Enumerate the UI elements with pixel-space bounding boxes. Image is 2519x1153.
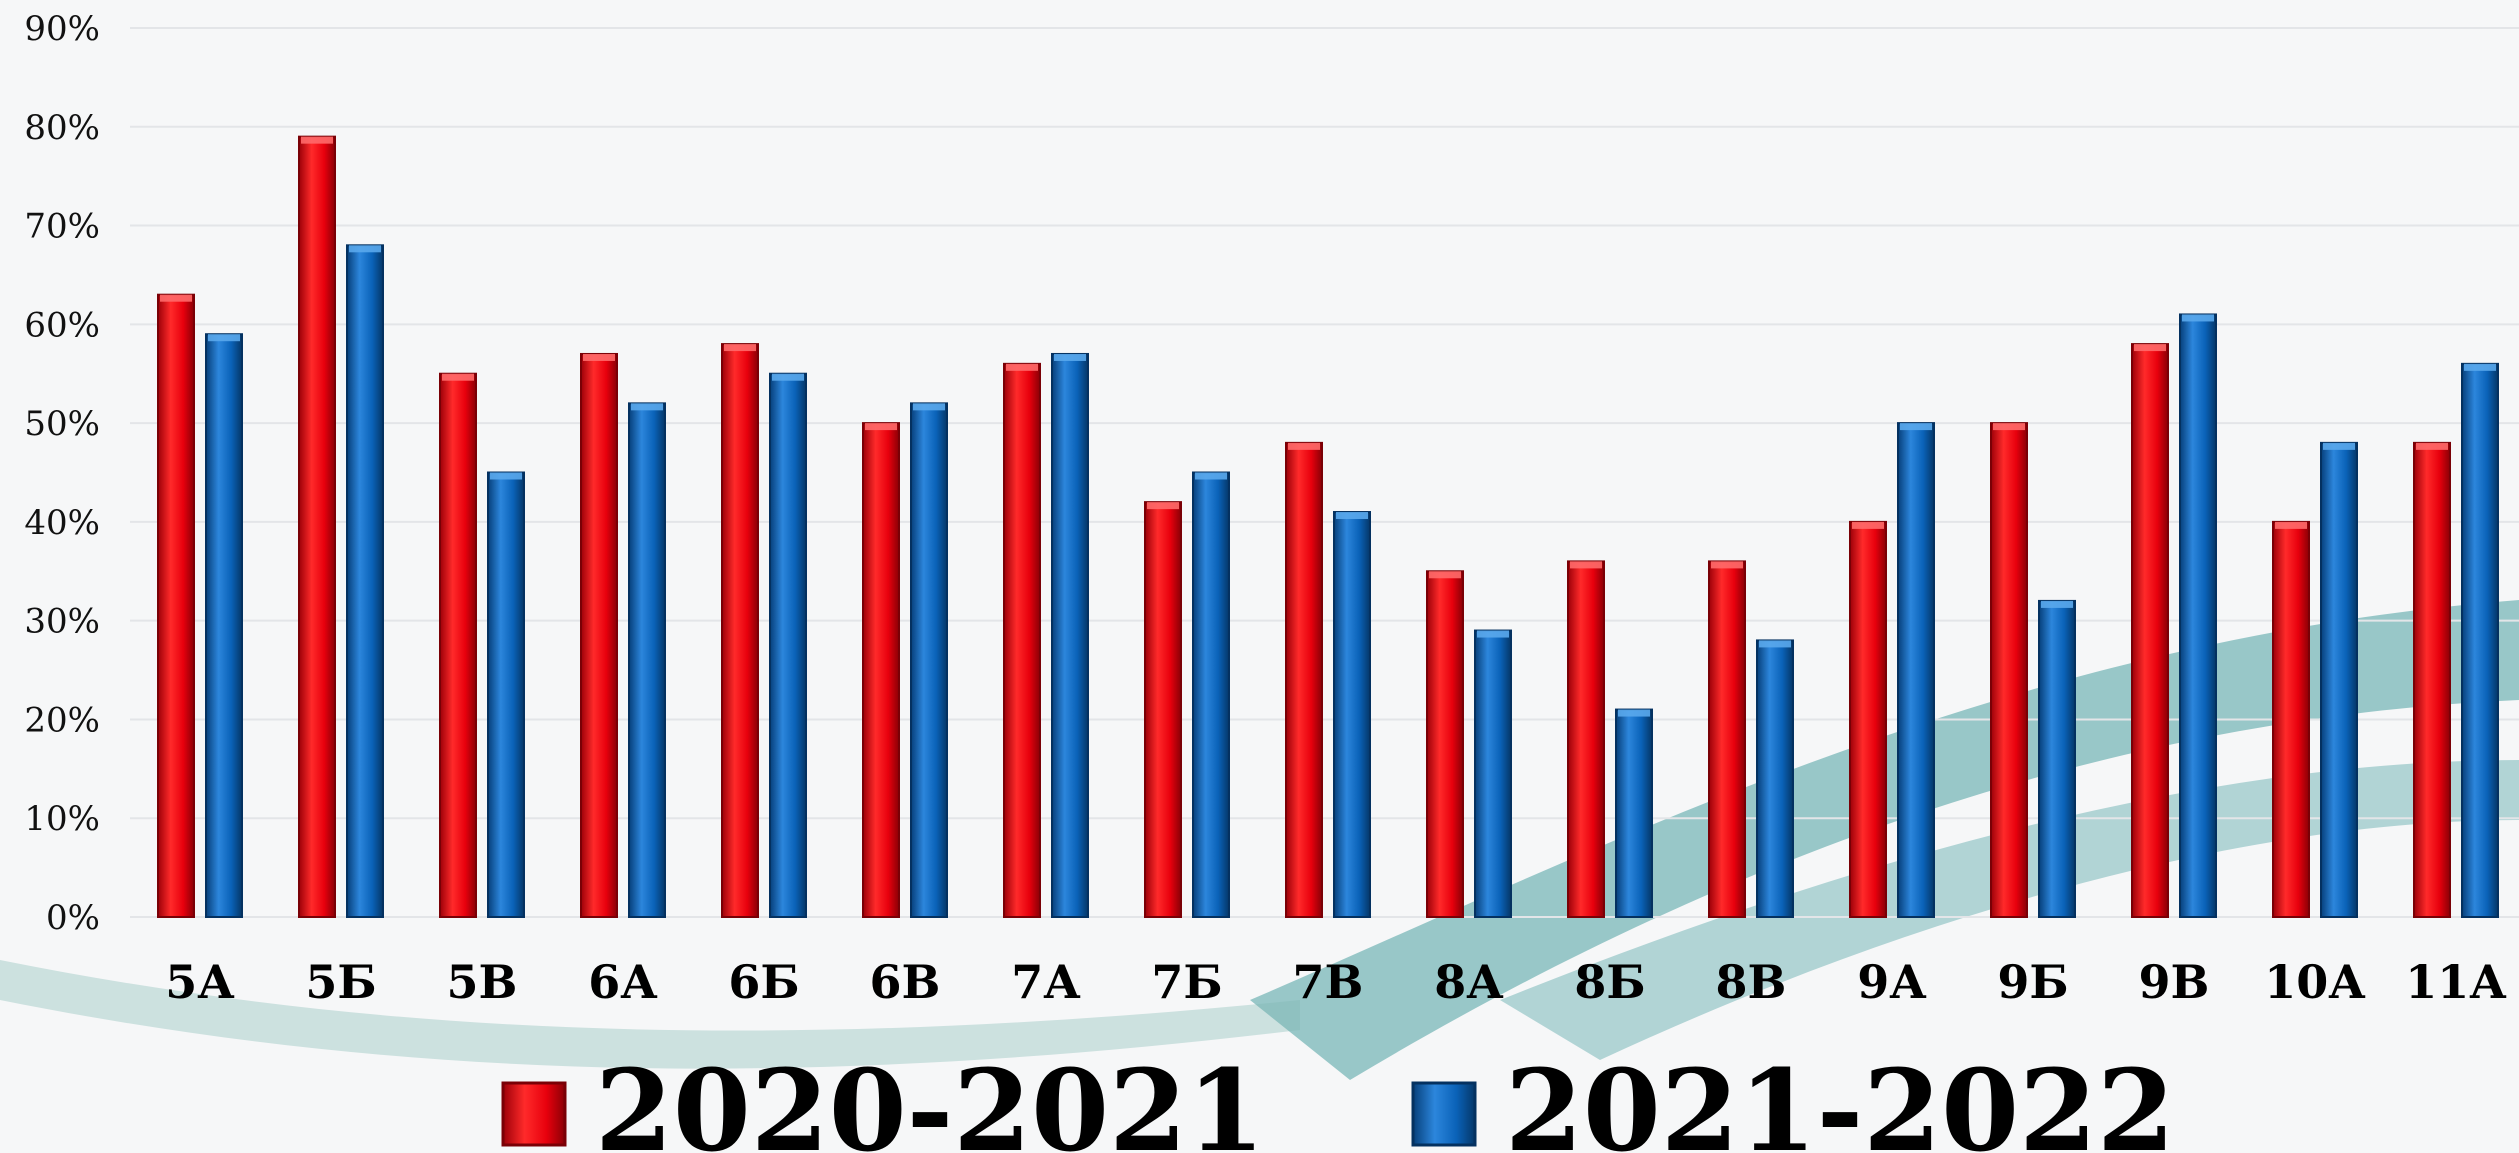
bar-2021-2022-11А — [2461, 362, 2499, 919]
bar-2020-2021-7А — [1003, 362, 1041, 919]
x-category-label: 5А — [165, 955, 235, 1009]
bar-2020-2021-8Б — [1567, 560, 1605, 919]
bar-2021-2022-7В — [1333, 511, 1371, 918]
legend-swatch — [1411, 1081, 1477, 1147]
y-tick-label: 30% — [24, 602, 100, 642]
bar-2021-2022-10А — [2320, 441, 2358, 918]
bar-2021-2022-5А — [205, 333, 243, 918]
legend-label: 2021-2022 — [1505, 1046, 2175, 1153]
y-tick-label: 80% — [24, 108, 100, 148]
x-category-label: 5В — [447, 955, 518, 1009]
y-tick-label: 40% — [24, 503, 100, 543]
bar-2021-2022-6Б — [769, 372, 807, 918]
x-category-label: 9А — [1857, 955, 1927, 1009]
x-category-label: 6А — [588, 955, 658, 1009]
bar-2020-2021-6В — [862, 422, 900, 918]
x-category-label: 9Б — [1997, 955, 2068, 1009]
bar-2020-2021-6Б — [721, 343, 759, 919]
x-category-label: 5Б — [305, 955, 376, 1009]
y-tick-label: 70% — [24, 207, 100, 247]
bar-2020-2021-9В — [2131, 343, 2169, 919]
y-tick-label: 20% — [24, 700, 100, 740]
bar-2020-2021-5В — [439, 372, 477, 918]
bar-2020-2021-5А — [157, 293, 195, 918]
y-tick-label: 90% — [24, 9, 100, 49]
x-category-label: 9В — [2139, 955, 2210, 1009]
light-swoosh — [0, 960, 1300, 1069]
x-category-label: 7Б — [1151, 955, 1222, 1009]
x-category-label: 6Б — [728, 955, 799, 1009]
bar-2021-2022-9Б — [2038, 599, 2076, 919]
y-tick-label: 50% — [24, 404, 100, 444]
bar-2021-2022-6А — [628, 402, 666, 919]
x-category-label: 8А — [1434, 955, 1504, 1009]
bar-2021-2022-7Б — [1192, 471, 1230, 918]
teal-band-lower — [1500, 760, 2519, 1060]
bar-2021-2022-9А — [1897, 422, 1935, 918]
bar-2021-2022-8В — [1756, 639, 1794, 919]
bar-2020-2021-5Б — [298, 135, 336, 918]
bar-2020-2021-7В — [1285, 441, 1323, 918]
bar-2020-2021-8А — [1426, 570, 1464, 918]
bar-2020-2021-6А — [580, 352, 618, 918]
y-axis-ticks: 0% 10% 20% 30% 40% 50% 60% 70% 80% 90% — [24, 9, 100, 938]
bar-2020-2021-7Б — [1144, 501, 1182, 918]
bar-2021-2022-5Б — [346, 244, 384, 919]
bar-2021-2022-9В — [2179, 313, 2217, 918]
bar-2020-2021-8В — [1708, 560, 1746, 919]
gridlines — [130, 27, 2519, 918]
legend-item-2020-2021: 2020-2021 — [501, 1046, 1265, 1153]
bar-2020-2021-9Б — [1990, 422, 2028, 918]
x-axis-labels: 5А 5Б 5В 6А 6Б 6В 7А 7Б 7В 8А 8Б 8В 9А 9Б 9В 10А 11А — [165, 955, 2507, 1009]
legend: 2020-2021 2021-2022 — [501, 1046, 2175, 1153]
x-category-label: 8В — [1716, 955, 1787, 1009]
legend-item-2021-2022: 2021-2022 — [1411, 1046, 2175, 1153]
y-tick-label: 60% — [24, 305, 100, 345]
x-category-label: 7В — [1293, 955, 1364, 1009]
x-category-label: 6В — [870, 955, 941, 1009]
bar-2021-2022-7А — [1051, 352, 1089, 918]
x-category-label: 7А — [1011, 955, 1081, 1009]
bar-2021-2022-6В — [910, 402, 948, 919]
y-tick-label: 10% — [24, 799, 100, 839]
bar-2021-2022-8А — [1474, 629, 1512, 918]
bar-2021-2022-5В — [487, 471, 525, 918]
bar-2020-2021-11А — [2413, 441, 2451, 918]
bar-2021-2022-8Б — [1615, 708, 1653, 918]
bar-2020-2021-10А — [2272, 520, 2310, 919]
x-category-label: 10А — [2264, 955, 2366, 1009]
y-tick-label: 0% — [46, 898, 100, 938]
bar-2020-2021-9А — [1849, 520, 1887, 919]
legend-swatch — [501, 1081, 567, 1147]
x-category-label: 8Б — [1574, 955, 1645, 1009]
bars — [157, 135, 2499, 919]
x-category-label: 11А — [2405, 955, 2507, 1009]
legend-label: 2020-2021 — [595, 1046, 1265, 1153]
